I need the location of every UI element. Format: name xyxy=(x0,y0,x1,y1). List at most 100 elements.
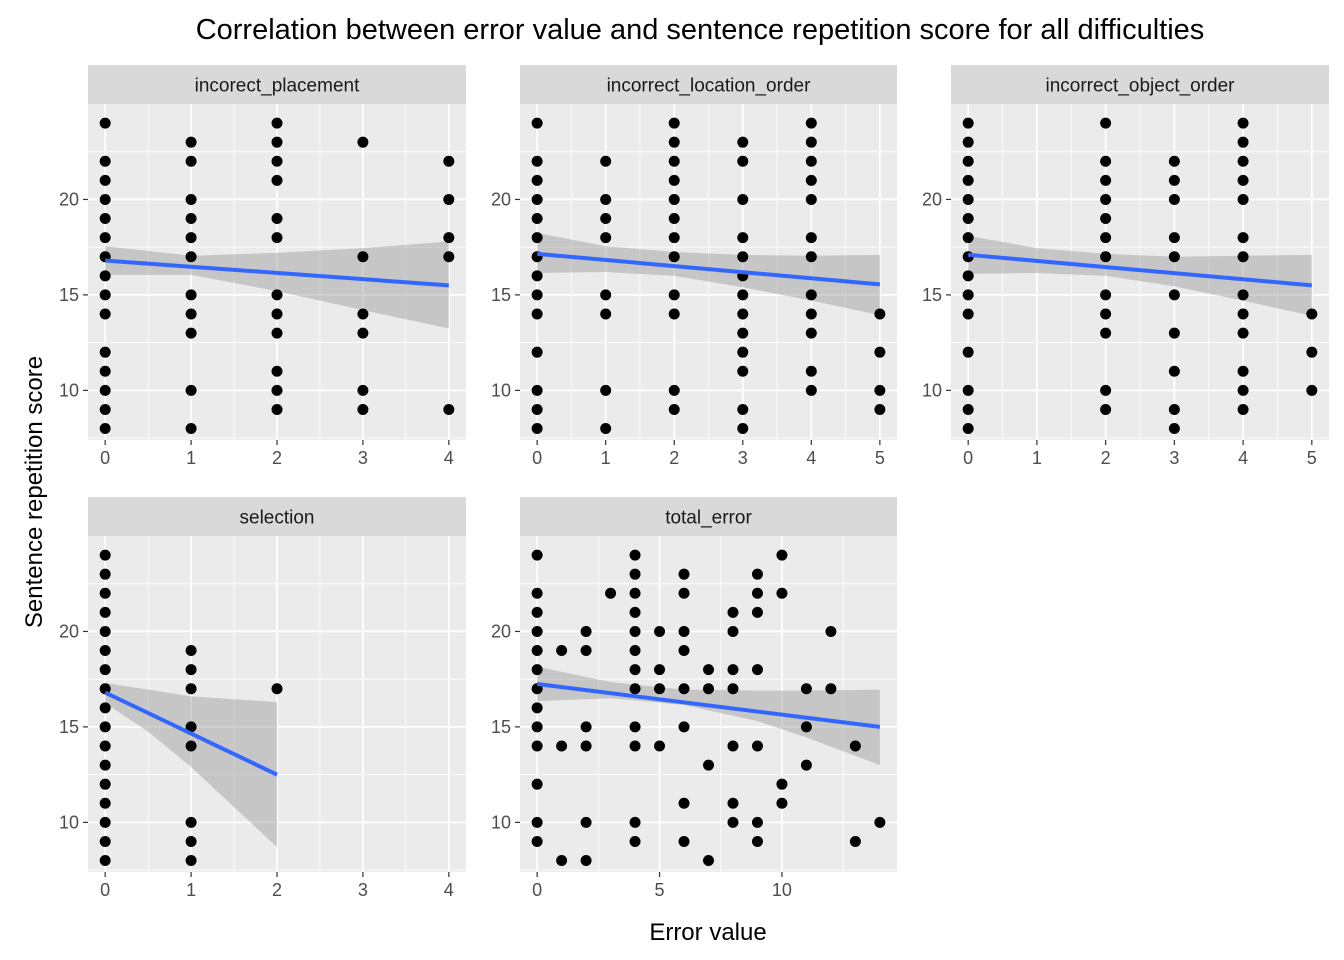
fit-line xyxy=(536,681,881,729)
data-point xyxy=(805,232,817,244)
data-point xyxy=(629,645,641,657)
facet-strip-label: incorrect_location_order xyxy=(607,76,812,97)
data-point xyxy=(1100,403,1112,415)
x-tick-label: 0 xyxy=(532,448,542,468)
data-point xyxy=(962,346,974,358)
y-tick-label: 10 xyxy=(59,380,79,400)
confidence-band xyxy=(105,683,277,848)
data-point xyxy=(531,702,543,714)
x-tick-label: 10 xyxy=(772,880,792,900)
y-tick-label: 15 xyxy=(59,717,79,737)
data-point xyxy=(1168,193,1180,205)
data-point xyxy=(703,759,714,771)
data-point xyxy=(99,855,111,867)
data-point xyxy=(678,721,690,733)
x-tick-label: 0 xyxy=(532,880,542,900)
data-point xyxy=(531,664,543,676)
data-point xyxy=(678,625,690,637)
data-point xyxy=(629,721,641,733)
data-point xyxy=(849,835,861,847)
data-point xyxy=(776,778,788,790)
facet-panel: total_error 10 15 20 0 5 10 xyxy=(491,497,897,900)
data-point xyxy=(629,816,641,828)
data-point xyxy=(271,403,283,415)
data-point xyxy=(185,155,197,167)
data-point xyxy=(1237,308,1249,320)
data-point xyxy=(357,403,369,415)
data-point xyxy=(751,606,763,618)
data-point xyxy=(678,835,690,847)
data-point xyxy=(737,289,749,301)
data-point xyxy=(1168,365,1180,377)
data-point xyxy=(776,549,788,561)
data-point xyxy=(1100,289,1112,301)
y-tick-label: 10 xyxy=(59,812,79,832)
data-point xyxy=(962,403,974,415)
y-tick-label: 10 xyxy=(491,380,511,400)
data-point xyxy=(271,289,283,301)
data-point xyxy=(1100,308,1112,320)
data-point xyxy=(531,778,543,790)
data-point xyxy=(668,155,680,167)
data-point xyxy=(751,835,763,847)
x-tick-label: 4 xyxy=(444,448,454,468)
data-point xyxy=(654,625,666,637)
data-point xyxy=(727,625,739,637)
data-point xyxy=(962,213,974,225)
data-point xyxy=(531,270,543,282)
data-point xyxy=(1100,213,1112,225)
data-point xyxy=(629,587,641,599)
data-point xyxy=(800,759,812,771)
x-tick-label: 2 xyxy=(669,448,679,468)
data-point xyxy=(1100,155,1112,167)
data-point xyxy=(185,213,197,225)
data-point xyxy=(1168,289,1180,301)
data-point xyxy=(962,136,974,148)
x-tick-label: 0 xyxy=(100,880,110,900)
x-tick-label: 4 xyxy=(806,448,816,468)
data-point xyxy=(443,251,455,263)
data-point xyxy=(580,625,592,637)
data-point xyxy=(99,365,111,377)
data-point xyxy=(99,549,111,561)
data-point xyxy=(600,423,612,435)
data-point xyxy=(185,251,197,263)
data-point xyxy=(531,346,543,358)
data-point xyxy=(805,384,817,396)
data-point xyxy=(703,664,714,676)
data-point xyxy=(825,683,837,695)
data-point xyxy=(580,721,592,733)
data-point xyxy=(600,232,612,244)
data-point xyxy=(805,174,817,186)
x-tick-label: 1 xyxy=(186,448,196,468)
data-point xyxy=(962,117,974,129)
x-axis-title: Error value xyxy=(649,919,766,946)
data-point xyxy=(99,625,111,637)
data-point xyxy=(874,346,886,358)
data-point xyxy=(185,835,197,847)
data-point xyxy=(443,193,455,205)
confidence-band xyxy=(968,235,1312,316)
y-tick-label: 20 xyxy=(491,189,511,209)
data-point xyxy=(737,251,749,263)
data-point xyxy=(271,213,283,225)
data-point xyxy=(531,174,543,186)
data-point xyxy=(271,117,283,129)
facet-strip-label: incorect_placement xyxy=(195,76,360,97)
data-point xyxy=(737,136,749,148)
data-point xyxy=(751,740,763,752)
confidence-band xyxy=(537,232,880,315)
data-point xyxy=(962,155,974,167)
data-point xyxy=(605,587,617,599)
data-point xyxy=(271,683,283,695)
data-point xyxy=(751,816,763,828)
data-point xyxy=(751,568,763,580)
data-point xyxy=(1237,193,1249,205)
data-point xyxy=(1100,193,1112,205)
data-point xyxy=(1168,423,1180,435)
data-point xyxy=(668,117,680,129)
fit-line xyxy=(105,258,449,288)
facet-panel: incorect_placement 10 15 20 0 1 2 3 4 xyxy=(59,65,466,468)
facet-panel: incorrect_location_order 10 15 20 0 1 2 3 4 5 xyxy=(491,65,897,468)
fit-line xyxy=(536,251,881,287)
